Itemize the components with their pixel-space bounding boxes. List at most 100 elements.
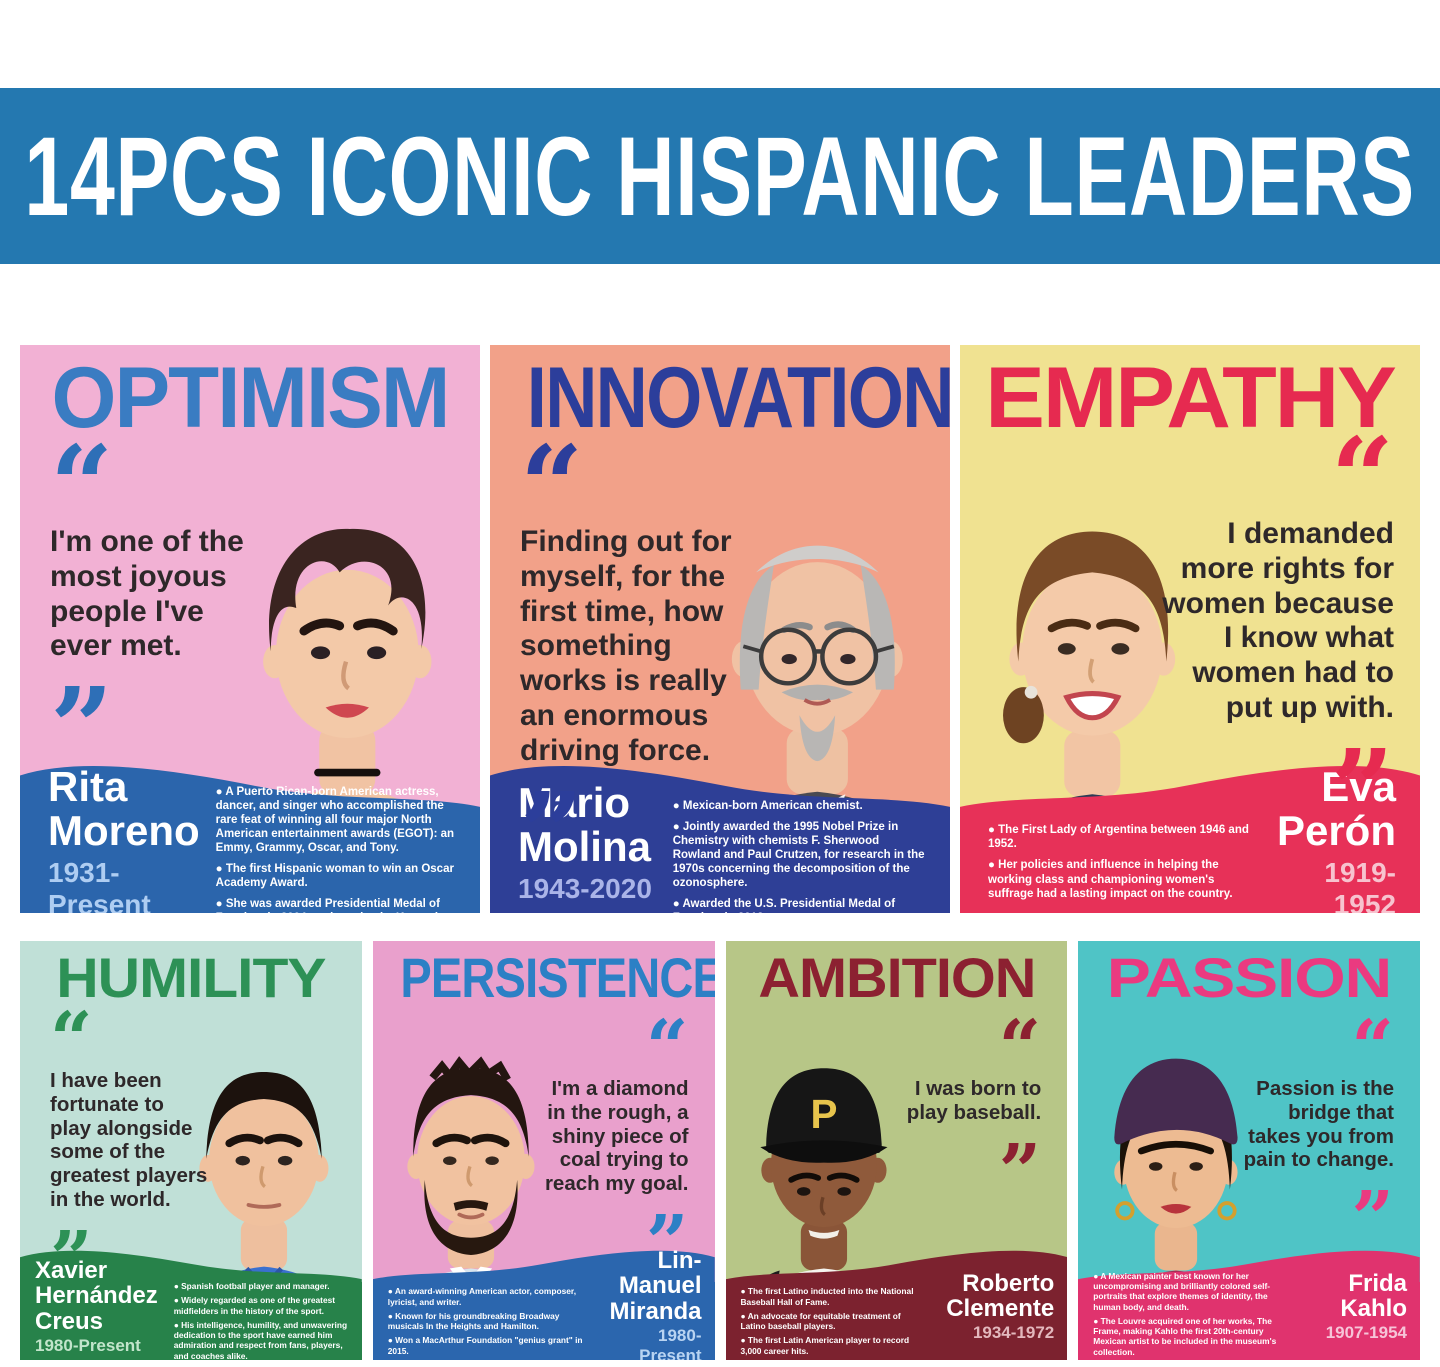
person-name: Xavier Hernández Creus: [35, 1256, 158, 1335]
person-name: Roberto Clemente: [946, 1269, 1055, 1322]
quote-text: I was born to play baseball.: [906, 1077, 1042, 1124]
person-name-block: Frida Kahlo 1907-1954: [1313, 1254, 1407, 1360]
poster-value-title: HUMILITY: [56, 946, 326, 1009]
quote-open-icon: “: [645, 1005, 689, 1091]
fact-item: Known for his groundbreaking Broadway mu…: [388, 1311, 588, 1332]
person-dates: 1919-1952: [1324, 856, 1396, 913]
quote-open-icon: “: [520, 421, 584, 550]
facts-list: An award-winning American actor, compose…: [388, 1282, 588, 1360]
person-name: Mario Molina: [518, 779, 651, 870]
fact-item: Won a MacArthur Foundation "genius grant…: [388, 1335, 588, 1356]
facts-list: A Puerto Rican-born American actress, da…: [216, 786, 456, 913]
person-dates: 1934-1972: [972, 1323, 1055, 1343]
poster-empathy: EMPATHY “ I demanded mor: [960, 345, 1420, 913]
person-name-block: Mario Molina 1943-2020: [518, 773, 657, 913]
facts-list: Mexican-born American chemist. Jointly a…: [673, 800, 926, 913]
quote-block: “ I'm a diamond in the rough, a shiny pi…: [531, 1005, 689, 1286]
poster-innovation: INNOVATION: [490, 345, 950, 913]
person-name: Frida Kahlo: [1340, 1269, 1407, 1322]
poster-value-title: EMPATHY: [985, 350, 1397, 446]
quote-text: I have been fortunate to play alongside …: [50, 1069, 208, 1211]
poster-row-1: OPTIMISM “ I'm one of the most jo: [20, 345, 1420, 913]
product-title: 14PCS ICONIC HISPANIC LEADERS: [24, 113, 1416, 239]
fact-item: Mexican-born American chemist.: [673, 799, 926, 813]
person-name-block: Xavier Hernández Creus 1980-Present: [35, 1254, 158, 1360]
fact-item: Jointly awarded the 1995 Nobel Prize in …: [673, 820, 926, 890]
facts-list: A Mexican painter best known for her unc…: [1093, 1271, 1293, 1360]
person-dates: 1980-Present: [639, 1326, 702, 1360]
fact-item: The first Latino inducted into the Natio…: [741, 1286, 927, 1307]
person-dates: 1943-2020: [518, 872, 652, 904]
bio-band: Xavier Hernández Creus 1980-Present Span…: [20, 1250, 362, 1360]
quote-open-icon: “: [1330, 413, 1394, 542]
person-name-block: Eva Perón 1919-1952: [1274, 765, 1396, 913]
person-dates: 1980-Present: [35, 1336, 141, 1356]
quote-block: “ I was born to play baseball. ”: [883, 1005, 1042, 1215]
fact-item: She was awarded Presidential Medal of Fr…: [216, 897, 456, 913]
bio-band: Mario Molina 1943-2020 Mexican-born Amer…: [490, 765, 950, 913]
bio-band: Frida Kahlo 1907-1954 A Mexican painter …: [1078, 1250, 1420, 1360]
fact-item: Widely regarded as one of the greatest m…: [174, 1295, 349, 1316]
quote-text: I'm one of the most joyous people I've e…: [50, 525, 244, 663]
poster-value-title: INNOVATION: [526, 350, 950, 446]
quote-open-icon: “: [1351, 1005, 1394, 1091]
person-name: Rita Moreno: [48, 763, 200, 854]
quote-open-icon: “: [50, 997, 93, 1083]
svg-text:P: P: [810, 1091, 837, 1137]
quote-open-icon: “: [50, 421, 114, 550]
person-name-block: Roberto Clemente 1934-1972: [946, 1254, 1054, 1360]
poster-ambition: AMBITION P “ I w: [725, 941, 1068, 1360]
facts-list: The first Latino inducted into the Natio…: [741, 1282, 927, 1360]
poster-value-title: PASSION: [1106, 946, 1392, 1009]
bio-band: Rita Moreno 1931-Present A Puerto Rican-…: [20, 765, 480, 913]
quote-close-icon: ”: [520, 767, 584, 897]
fact-item: The Louvre acquired one of her works, Th…: [1093, 1316, 1293, 1357]
fact-item: A Mexican painter best known for her unc…: [1093, 1271, 1293, 1312]
fact-item: A Puerto Rican-born American actress, da…: [216, 785, 456, 855]
person-name-block: Rita Moreno 1931-Present: [48, 765, 200, 913]
poster-optimism: OPTIMISM “ I'm one of the most jo: [20, 345, 480, 913]
quote-block: “ Finding out for myself, for the first …: [520, 421, 742, 897]
banner: 14PCS ICONIC HISPANIC LEADERS: [0, 88, 1440, 264]
poster-persistence: PERSISTENCE “ I: [372, 941, 715, 1360]
fact-item: Awarded the U.S. Presidential Medal of F…: [673, 897, 926, 913]
fact-item: An advocate for equitable treatment of L…: [741, 1311, 927, 1332]
quote-close-icon: ”: [1351, 1176, 1394, 1263]
quote-text: I'm a diamond in the rough, a shiny piec…: [544, 1077, 689, 1196]
quote-close-icon: ”: [1330, 724, 1394, 854]
person-name-block: Lin-Manuel Miranda 1980-Present: [607, 1248, 702, 1360]
poster-value-title: OPTIMISM: [51, 350, 451, 446]
quote-close-icon: ”: [645, 1199, 689, 1286]
fact-item: An award-winning American actor, compose…: [388, 1286, 588, 1307]
quote-text: Passion is the bridge that takes you fro…: [1243, 1077, 1394, 1172]
fact-item: The first Hispanic woman to win an Oscar…: [216, 862, 456, 890]
quote-close-icon: ”: [50, 663, 114, 793]
quote-block: “ I'm one of the most joyous people I've…: [50, 421, 272, 793]
quote-text: Finding out for myself, for the first ti…: [520, 525, 732, 767]
person-dates: 1931-Present: [48, 856, 151, 913]
person-name: Eva Perón: [1276, 763, 1396, 854]
person-dates: 1907-1954: [1325, 1323, 1407, 1343]
poster-humility: HUMILITY “ I have been fortunate to play…: [20, 941, 362, 1360]
bio-band: Lin-Manuel Miranda 1980-Present An award…: [372, 1248, 715, 1360]
bio-band: Eva Perón 1919-1952 The First Lady of Ar…: [960, 765, 1420, 913]
fact-item: Her policies and influence in helping th…: [988, 858, 1254, 900]
quote-close-icon: ”: [998, 1128, 1042, 1215]
bio-band: Roberto Clemente 1934-1972 The first Lat…: [725, 1250, 1068, 1360]
fact-item: His intelligence, humility, and unwaveri…: [174, 1320, 349, 1360]
person-name: Lin-Manuel Miranda: [609, 1246, 702, 1325]
quote-text: I demanded more rights for women because…: [1162, 517, 1394, 724]
fact-item: The first Latin American player to recor…: [741, 1335, 927, 1356]
facts-list: The First Lady of Argentina between 1946…: [988, 811, 1254, 913]
poster-value-title: PERSISTENCE: [400, 946, 715, 1009]
quote-close-icon: ”: [50, 1215, 93, 1302]
fact-item: Spanish football player and manager.: [174, 1281, 349, 1291]
fact-item: The First Lady of Argentina between 1946…: [988, 823, 1254, 851]
facts-list: Spanish football player and manager. Wid…: [174, 1281, 349, 1360]
poster-passion: PASSION “ Passi: [1078, 941, 1420, 1360]
quote-open-icon: “: [998, 1005, 1042, 1091]
poster-row-2: HUMILITY “ I have been fortunate to play…: [20, 941, 1420, 1360]
quote-block: “ Passion is the bridge that takes you f…: [1236, 1005, 1394, 1263]
quote-block: “ I have been fortunate to play alongsid…: [50, 997, 208, 1302]
poster-value-title: AMBITION: [757, 946, 1036, 1009]
